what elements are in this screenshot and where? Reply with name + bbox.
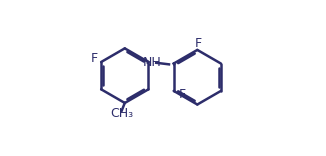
Text: F: F — [91, 52, 98, 65]
Text: F: F — [195, 37, 202, 50]
Text: CH₃: CH₃ — [110, 107, 133, 120]
Text: F: F — [179, 88, 186, 101]
Text: NH: NH — [143, 56, 162, 69]
